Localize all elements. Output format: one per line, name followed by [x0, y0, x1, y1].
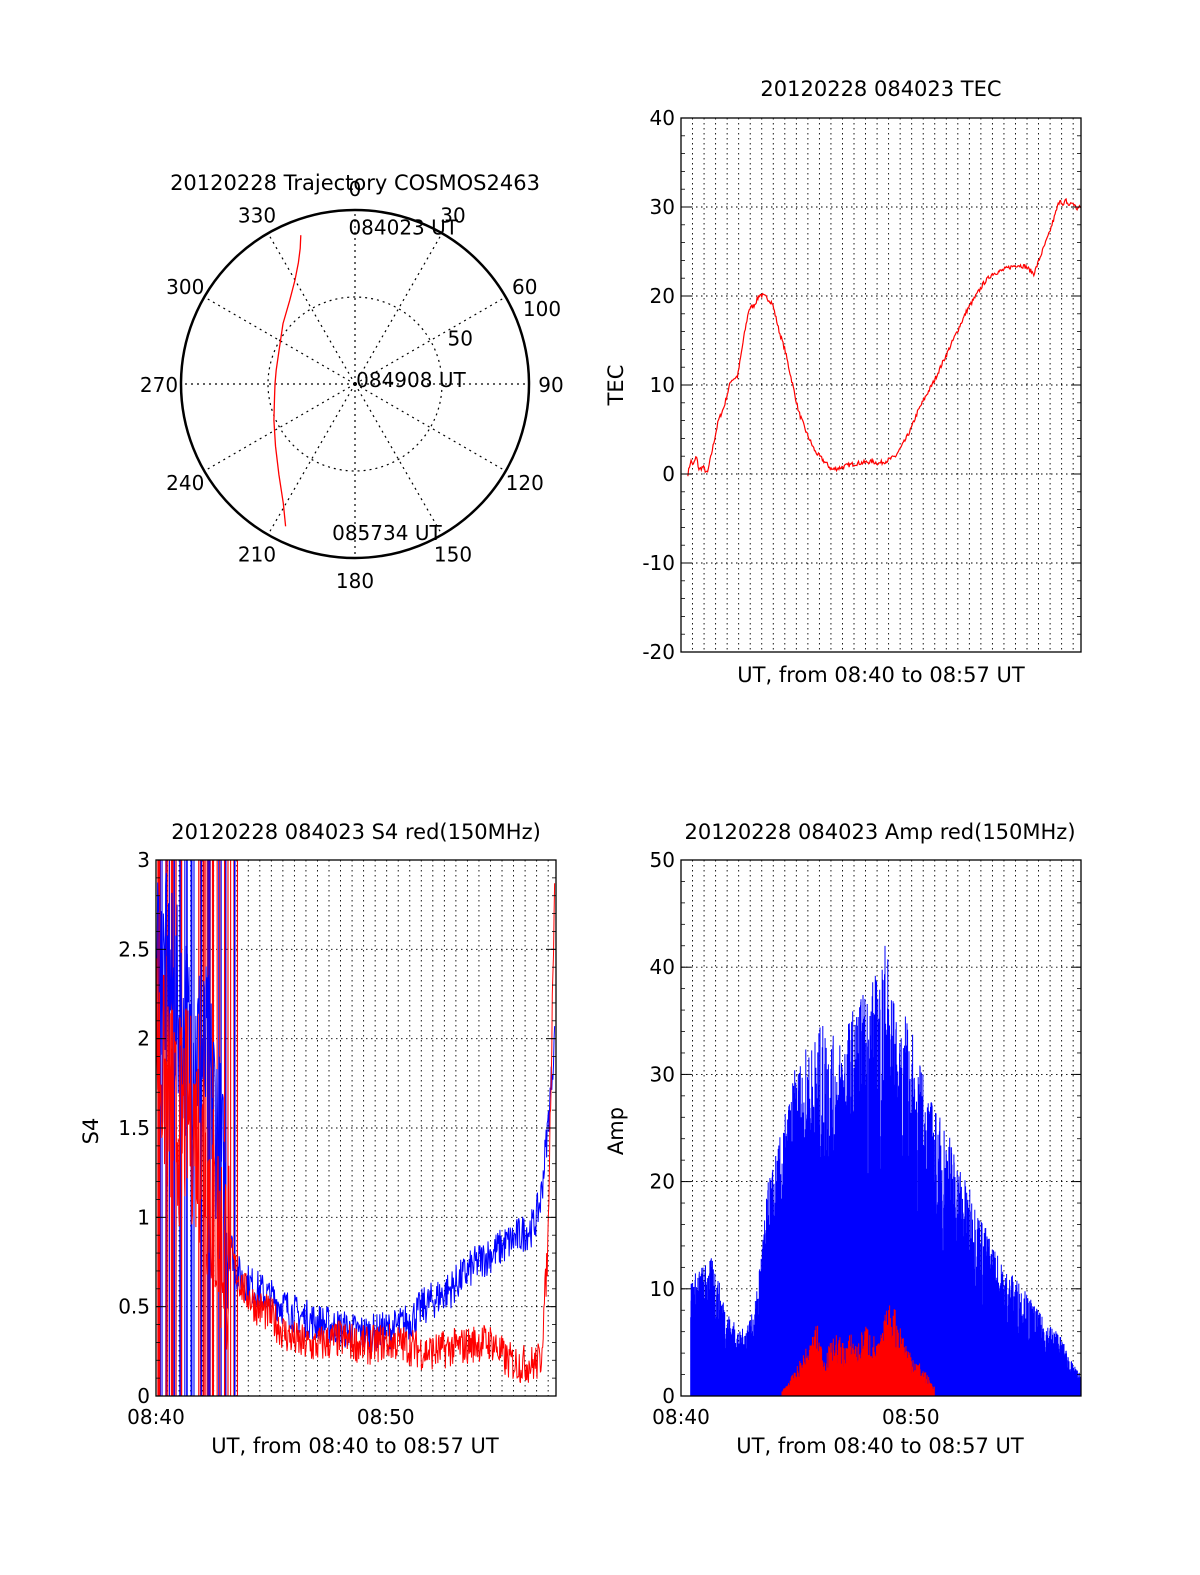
polar-trajectory-line	[273, 235, 302, 527]
y-tick-label: 10	[650, 373, 675, 397]
amp-panel: 20120228 084023 Amp red(150MHz) 0 10 20 30 4…	[604, 820, 1082, 1458]
y-tick-label: 3	[137, 848, 150, 872]
polar-angle-label: 120	[506, 471, 544, 495]
polar-title: 20120228 Trajectory COSMOS2463	[170, 171, 540, 195]
y-tick-label: 0.5	[118, 1295, 150, 1319]
tec-title: 20120228 084023 TEC	[760, 77, 1001, 101]
y-tick-label: 30	[650, 1062, 675, 1086]
y-tick-label: 40	[650, 955, 675, 979]
polar-grid-spoke	[354, 296, 506, 385]
polar-grid-spoke	[354, 383, 443, 535]
polar-panel: 20120228 Trajectory COSMOS2463 0 30 60 90 12…	[140, 171, 564, 593]
polar-grid-spoke	[354, 233, 443, 385]
s4-title: 20120228 084023 S4 red(150MHz)	[171, 820, 541, 844]
polar-trajectory	[273, 235, 302, 527]
y-tick-label: 50	[650, 848, 675, 872]
polar-outer-circle	[179, 208, 531, 560]
y-tick-label: 0	[137, 1384, 150, 1408]
polar-grid-spoke	[267, 383, 356, 535]
y-tick-label: 1.5	[118, 1116, 150, 1140]
amp-title: 20120228 084023 Amp red(150MHz)	[684, 820, 1075, 844]
y-tick-label: -10	[642, 551, 675, 575]
polar-grid-spoke	[204, 296, 356, 385]
x-tick-label: 08:40	[127, 1405, 185, 1429]
x-tick-label: 08:50	[882, 1405, 940, 1429]
polar-point-labels: 084023 UT 084908 UT 085734 UT	[332, 216, 466, 545]
polar-angle-label: 180	[336, 569, 374, 593]
y-tick-label: 10	[650, 1277, 675, 1301]
s4-panel: 20120228 084023 S4 red(150MHz) 0 0.5 1 1.5 2…	[79, 820, 557, 1458]
tec-xlabel: UT, from 08:40 to 08:57 UT	[737, 663, 1025, 687]
polar-angle-label: 300	[166, 275, 204, 299]
amp-ylabel: Amp	[604, 1107, 628, 1155]
polar-angle-label: 240	[166, 471, 204, 495]
y-tick-label: 2.5	[118, 937, 150, 961]
series-group	[156, 860, 556, 1396]
x-tick-label: 08:40	[652, 1405, 710, 1429]
polar-angle-label: 0	[349, 177, 362, 201]
polar-grid	[179, 208, 531, 560]
y-tick-label: 2	[137, 1027, 150, 1051]
polar-grid-spoke	[267, 233, 356, 385]
polar-angle-labels: 0 30 60 90 120 150 180 210 240 270 300 330	[140, 177, 564, 593]
s4-xlabel: UT, from 08:40 to 08:57 UT	[211, 1434, 499, 1458]
amp-series-red	[781, 1305, 935, 1396]
polar-angle-label: 150	[434, 543, 472, 567]
amp-xlabel: UT, from 08:40 to 08:57 UT	[736, 1434, 1024, 1458]
polar-point-label: 085734 UT	[332, 521, 442, 545]
y-tick-label: 40	[650, 106, 675, 130]
polar-point-label: 084023 UT	[348, 216, 458, 240]
polar-angle-label: 60	[512, 275, 537, 299]
s4-series-red	[156, 883, 556, 1384]
polar-radial-labels: 50 100	[448, 297, 562, 351]
polar-grid-spoke	[204, 383, 356, 472]
tec-panel: 20120228 084023 TEC -20 -10 0 10 20 30 40 UT, …	[604, 77, 1082, 687]
polar-angle-label: 330	[238, 203, 276, 227]
amp-plot-area: 0 10 20 30 40 50 08:40 08:50	[650, 848, 1082, 1429]
polar-grid-ring	[267, 296, 443, 472]
series-group	[687, 198, 1081, 477]
tec-plot-area: -20 -10 0 10 20 30 40	[642, 106, 1082, 664]
polar-radial-label: 100	[523, 297, 561, 321]
y-tick-label: 1	[137, 1205, 150, 1229]
x-tick-label: 08:50	[357, 1405, 415, 1429]
polar-angle-label: 30	[440, 203, 465, 227]
y-tick-label: 0	[662, 462, 675, 486]
y-tick-label: 20	[650, 284, 675, 308]
polar-radial-label: 50	[448, 327, 473, 351]
s4-series-blue	[156, 873, 556, 1353]
plot-frame	[680, 859, 1082, 1397]
amp-series-blue	[690, 945, 1081, 1396]
polar-angle-label: 210	[238, 543, 276, 567]
polar-angle-label: 90	[538, 373, 563, 397]
y-tick-label: 20	[650, 1170, 675, 1194]
polar-grid-spoke	[354, 383, 506, 472]
tec-series-line	[687, 198, 1081, 477]
y-tick-label: 0	[662, 1384, 675, 1408]
s4-plot-area: 0 0.5 1 1.5 2 2.5 3 08:40 08:50	[118, 848, 557, 1429]
tec-ylabel: TEC	[604, 365, 628, 407]
polar-point-label: 084908 UT	[356, 368, 466, 392]
polar-angle-label: 270	[140, 373, 178, 397]
series-group	[690, 945, 1081, 1396]
y-tick-label: 30	[650, 195, 675, 219]
s4-ylabel: S4	[79, 1118, 103, 1145]
y-tick-label: -20	[642, 640, 675, 664]
